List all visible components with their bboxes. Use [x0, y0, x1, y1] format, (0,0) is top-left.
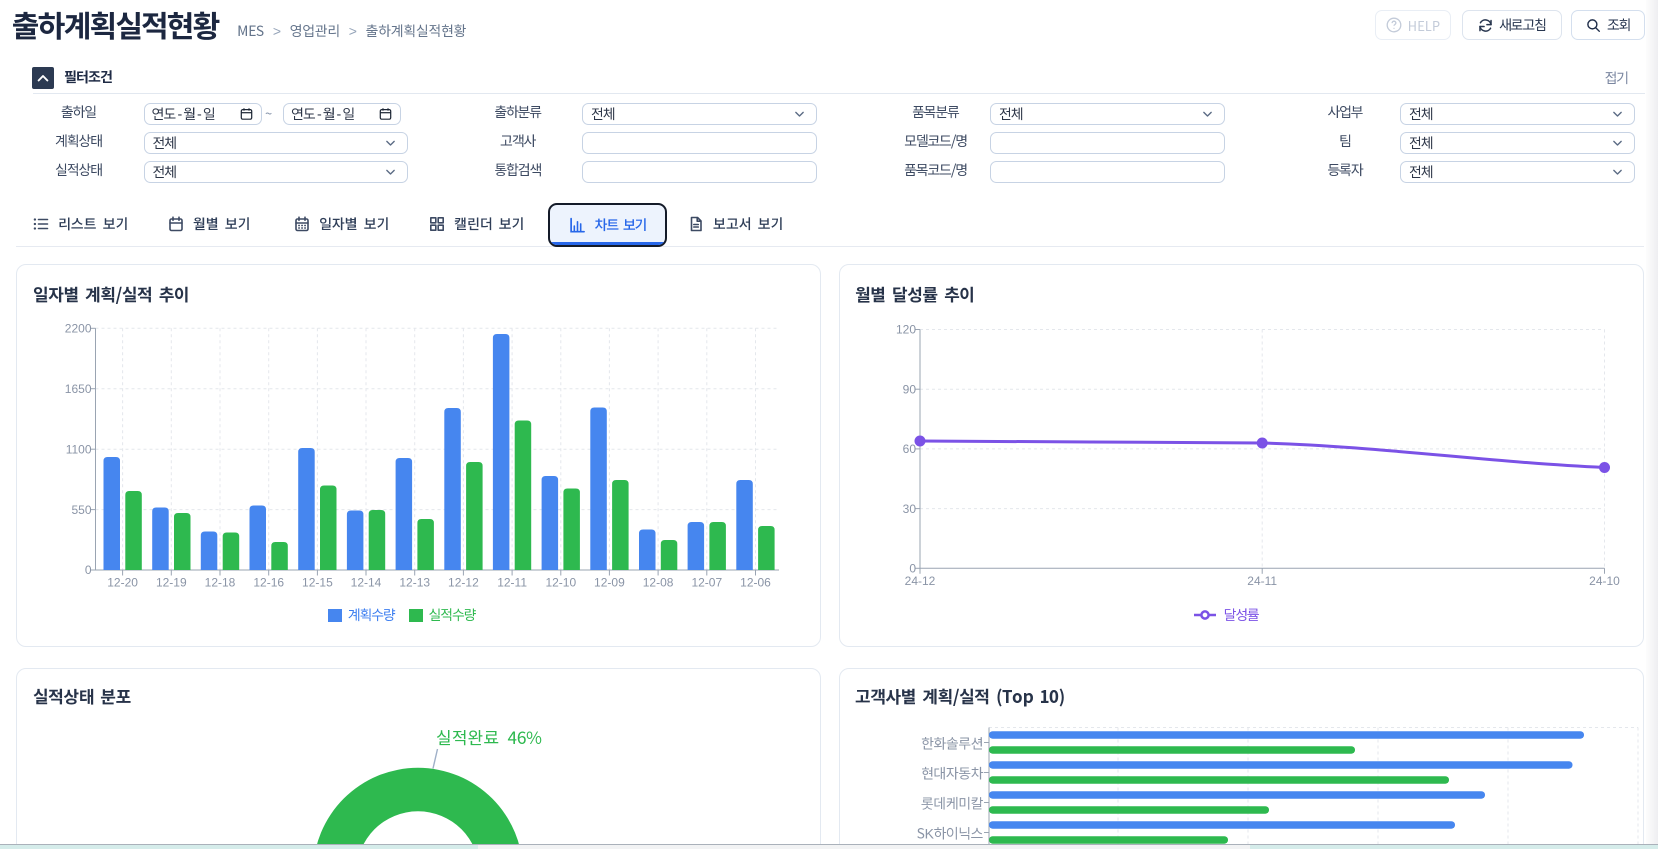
svg-text:1100: 1100 — [66, 442, 92, 456]
svg-text:12-10: 12-10 — [545, 576, 576, 590]
svg-text:2200: 2200 — [65, 322, 92, 336]
svg-text:12-14: 12-14 — [351, 576, 382, 590]
svg-text:0: 0 — [909, 562, 916, 576]
svg-text:12-20: 12-20 — [107, 576, 138, 590]
svg-text:12-08: 12-08 — [643, 576, 674, 590]
svg-text:120: 120 — [896, 323, 916, 337]
svg-text:SK하이닉스: SK하이닉스 — [917, 824, 984, 844]
svg-text:24-12: 24-12 — [905, 574, 936, 588]
svg-text:롯데케미칼: 롯데케미칼 — [921, 794, 984, 814]
svg-text:12-18: 12-18 — [205, 576, 236, 590]
svg-text:12-16: 12-16 — [253, 576, 284, 590]
svg-text:12-12: 12-12 — [448, 576, 479, 590]
svg-text:24-11: 24-11 — [1247, 574, 1277, 588]
svg-text:12-19: 12-19 — [156, 576, 187, 590]
svg-text:12-13: 12-13 — [399, 576, 430, 590]
svg-text:24-10: 24-10 — [1589, 574, 1620, 588]
svg-text:60: 60 — [903, 442, 917, 456]
svg-text:12-15: 12-15 — [302, 576, 333, 590]
svg-text:12-06: 12-06 — [740, 576, 771, 590]
svg-text:30: 30 — [903, 502, 917, 516]
svg-text:0: 0 — [85, 563, 92, 577]
svg-text:12-09: 12-09 — [594, 576, 625, 590]
svg-text:12-11: 12-11 — [497, 576, 527, 590]
svg-text:1650: 1650 — [65, 382, 92, 396]
svg-text:550: 550 — [71, 503, 91, 517]
svg-text:12-07: 12-07 — [691, 576, 722, 590]
svg-text:90: 90 — [903, 382, 917, 396]
svg-text:한화솔루션: 한화솔루션 — [921, 734, 983, 754]
svg-text:현대자동차: 현대자동차 — [920, 764, 984, 784]
